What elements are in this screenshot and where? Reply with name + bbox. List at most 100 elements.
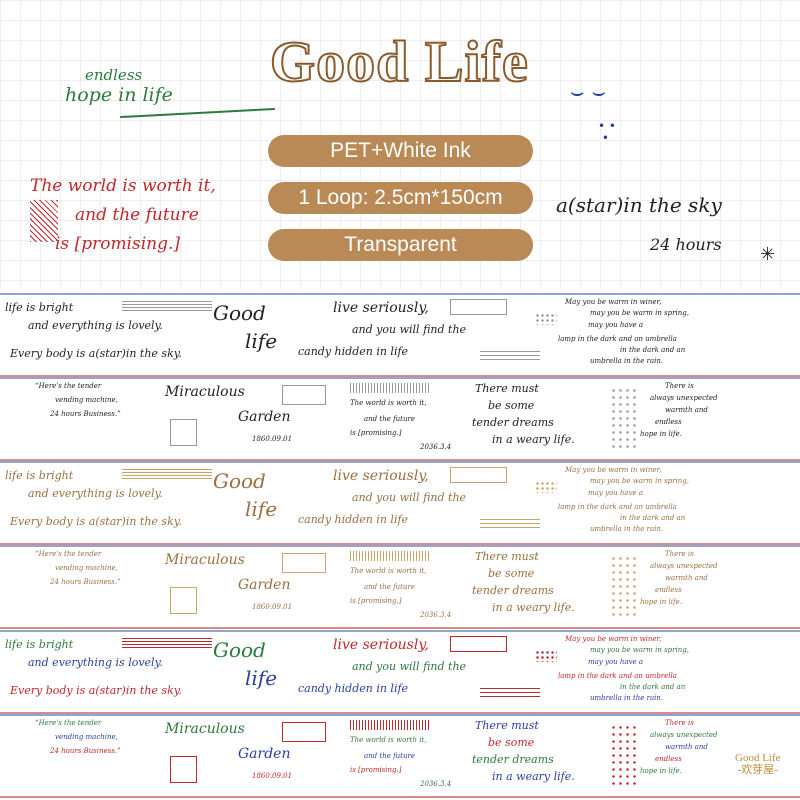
octagon-decoration xyxy=(170,419,197,446)
tape-text: warmth and xyxy=(665,574,708,582)
tape-text: and everything is lovely. xyxy=(28,487,163,500)
tape-strip-5: life is bright and everything is lovely. E… xyxy=(0,630,800,714)
frame-decoration xyxy=(282,385,326,405)
red-hatch xyxy=(30,200,58,242)
frame-decoration xyxy=(450,299,507,315)
tape-text: May you be warm in winer, xyxy=(565,635,662,643)
tape-text: umbrella in the rain. xyxy=(590,357,664,365)
tape-text: warmth and xyxy=(665,406,708,414)
tape-text: may you be warm in spring, xyxy=(590,309,689,317)
tape-text: 24 hours Business.” xyxy=(50,747,121,755)
tape-text: always unexpected xyxy=(650,394,718,402)
frame-decoration xyxy=(282,553,326,573)
tape-text: life is bright xyxy=(5,638,74,651)
tape-text: There is xyxy=(665,719,694,727)
tape-text: and everything is lovely. xyxy=(28,656,163,669)
tape-text: 2036.3.4 xyxy=(420,780,452,788)
hatch-decoration xyxy=(350,720,430,730)
sample-green-line2: hope in life xyxy=(65,84,173,106)
tape-text: 24 hours Business.” xyxy=(50,410,121,418)
tape-text: lamp in the dark and an umbrella xyxy=(558,672,677,680)
tape-text: endless xyxy=(655,418,682,426)
tape-text: in a weary life. xyxy=(492,433,575,446)
tape-strip-4: “Here's the tender vending machine, 24 hou… xyxy=(0,545,800,629)
tape-text: There is xyxy=(665,382,694,390)
tape-text: 1860.09.01 xyxy=(252,435,293,443)
tape-text: be some xyxy=(488,399,535,412)
brand-logo: Good Life -欢芽屋- xyxy=(735,752,781,776)
tape-text: may you have a xyxy=(588,489,644,497)
tape-text: Good xyxy=(213,469,266,493)
tape-text: candy hidden in life xyxy=(298,682,409,695)
sample-red-line1: The world is worth it, xyxy=(30,176,216,196)
tape-strip-3: life is bright and everything is lovely. E… xyxy=(0,461,800,545)
tape-text: is [promising.] xyxy=(350,766,402,774)
tape-text: may you be warm in spring, xyxy=(590,477,689,485)
dot-grid-decoration xyxy=(535,313,557,325)
tape-text: warmth and xyxy=(665,743,708,751)
tape-text: is [promising.] xyxy=(350,429,402,437)
tape-text: life is bright xyxy=(5,469,74,482)
sample-red-line3: is [promising.] xyxy=(55,234,181,254)
tape-text: may you have a xyxy=(588,658,644,666)
tape-text: May you be warm in winer, xyxy=(565,298,662,306)
tape-text: life xyxy=(245,329,278,353)
tape-text: Garden xyxy=(238,577,291,593)
tape-text: There is xyxy=(665,550,694,558)
tape-text: Good xyxy=(213,301,266,325)
tape-text: Miraculous xyxy=(165,384,245,400)
frame-decoration xyxy=(450,467,507,483)
logo-name: Good Life xyxy=(735,752,781,764)
tape-text: lamp in the dark and an umbrella xyxy=(558,335,677,343)
tape-text: in the dark and an xyxy=(620,683,686,691)
tape-text: be some xyxy=(488,736,535,749)
tape-text: and you will find the xyxy=(352,323,467,336)
sample-red-line2: and the future xyxy=(75,205,199,225)
tape-text: Garden xyxy=(238,409,291,425)
tape-text: umbrella in the rain. xyxy=(590,694,664,702)
hatch-decoration xyxy=(350,383,430,393)
dot-grid-decoration xyxy=(535,650,557,662)
tape-text: in the dark and an xyxy=(620,514,686,522)
tape-text: and the future xyxy=(364,752,415,760)
tape-text: “Here's the tender xyxy=(35,719,102,727)
tape-text: is [promising.] xyxy=(350,597,402,605)
wave-decoration xyxy=(480,688,540,700)
stripes-decoration xyxy=(122,301,212,311)
frame-decoration xyxy=(450,636,507,652)
wave-decoration xyxy=(480,351,540,363)
stripes-decoration xyxy=(122,638,212,648)
tape-text: The world is worth it, xyxy=(350,399,427,407)
tape-strip-6: “Here's the tender vending machine, 24 hou… xyxy=(0,714,800,798)
tape-text: live seriously, xyxy=(333,637,429,653)
tape-text: hope in life. xyxy=(640,767,682,775)
tape-text: live seriously, xyxy=(333,300,429,316)
sample-green-line1: endless xyxy=(85,66,143,84)
tape-text: “Here's the tender xyxy=(35,550,102,558)
tape-text: hope in life. xyxy=(640,430,682,438)
stripes-decoration xyxy=(122,469,212,479)
frame-decoration xyxy=(282,722,326,742)
page-title: Good Life xyxy=(269,28,529,95)
tape-text: Every body is a(star)in the sky. xyxy=(10,347,182,360)
tape-text: and everything is lovely. xyxy=(28,319,163,332)
tape-text: There must xyxy=(475,550,539,563)
tape-text: Every body is a(star)in the sky. xyxy=(10,515,182,528)
tape-text: tender dreams xyxy=(472,416,554,429)
tape-text: always unexpected xyxy=(650,731,718,739)
dot-pattern-decoration xyxy=(610,387,640,452)
tape-text: Miraculous xyxy=(165,552,245,568)
tape-text: life xyxy=(245,666,278,690)
tape-text: vending machine, xyxy=(55,733,118,741)
sparkle-icon: ✳ xyxy=(760,244,776,265)
tape-text: hope in life. xyxy=(640,598,682,606)
tape-text: There must xyxy=(475,382,539,395)
tape-text: 1860.09.01 xyxy=(252,603,293,611)
tape-text: Miraculous xyxy=(165,721,245,737)
tape-text: life is bright xyxy=(5,301,74,314)
tape-text: The world is worth it, xyxy=(350,567,427,575)
tape-text: in a weary life. xyxy=(492,770,575,783)
sample-star-text: a(star)in the sky xyxy=(556,193,722,217)
tape-text: Good xyxy=(213,638,266,662)
sample-hours-text: 24 hours xyxy=(650,235,722,254)
